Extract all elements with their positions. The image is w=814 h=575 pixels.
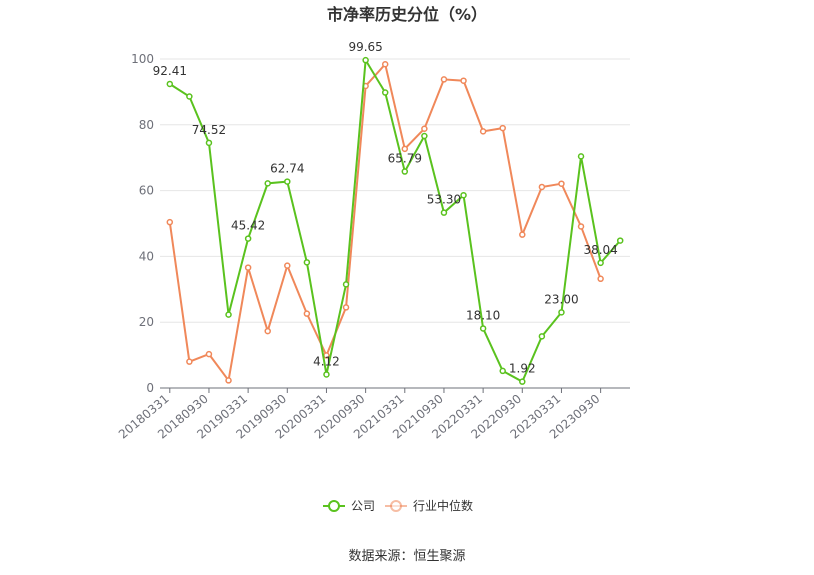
data-point[interactable] — [362, 56, 369, 64]
y-tick-label: 100 — [131, 52, 154, 66]
data-point[interactable] — [186, 93, 193, 100]
data-label: 92.41 — [153, 64, 187, 78]
data-label: 38.04 — [583, 243, 617, 257]
data-point[interactable] — [342, 304, 350, 311]
data-point[interactable] — [597, 259, 604, 267]
data-point[interactable] — [440, 76, 448, 83]
data-point[interactable] — [244, 235, 252, 242]
data-point[interactable] — [460, 191, 467, 199]
data-labels: 92.41 74.52 45.42 62.74 4.12 99.65 65.79 53.30 1… — [153, 40, 618, 376]
data-point[interactable] — [577, 153, 585, 160]
data-point[interactable] — [264, 180, 271, 187]
y-tick-label: 80 — [139, 118, 154, 132]
data-label: 62.74 — [270, 162, 304, 176]
data-point[interactable] — [342, 281, 350, 288]
source-note: 数据来源：恒生聚源 — [348, 549, 465, 564]
data-point[interactable] — [401, 168, 409, 175]
data-point[interactable] — [499, 124, 506, 132]
data-point[interactable] — [303, 259, 311, 266]
data-point[interactable] — [303, 310, 311, 317]
data-point[interactable] — [577, 223, 585, 230]
data-label: 99.65 — [348, 40, 382, 54]
legend-label: 行业中位数 — [413, 498, 473, 513]
legend-label: 公司 — [351, 499, 375, 513]
data-point[interactable] — [421, 125, 428, 132]
data-point[interactable] — [597, 275, 604, 283]
y-tick-label: 60 — [139, 184, 154, 198]
y-tick-label: 20 — [139, 315, 154, 329]
data-point[interactable] — [538, 183, 546, 191]
data-point[interactable] — [460, 77, 467, 84]
y-tick-label: 0 — [146, 381, 154, 395]
data-label: 1.92 — [509, 362, 536, 376]
chart-title: 市净率历史分位（%） — [327, 5, 487, 24]
data-point[interactable] — [616, 237, 624, 244]
data-label: 23.00 — [544, 292, 578, 306]
x-axis: 2018033120180930201903312019093020200331… — [116, 387, 630, 442]
series-layer — [166, 56, 624, 385]
data-label: 45.42 — [231, 219, 265, 233]
data-label: 74.52 — [192, 123, 226, 137]
data-point[interactable] — [205, 139, 213, 147]
data-label: 4.12 — [313, 354, 340, 368]
data-point[interactable] — [440, 209, 448, 216]
data-point[interactable] — [519, 231, 526, 238]
grid-lines — [160, 58, 630, 323]
data-point[interactable] — [186, 358, 193, 365]
data-point[interactable] — [479, 128, 487, 135]
legend[interactable]: 公司 行业中位数 — [323, 498, 473, 513]
data-point[interactable] — [519, 378, 526, 385]
data-label: 53.30 — [427, 193, 461, 207]
data-point[interactable] — [225, 311, 232, 318]
legend-item-industry-median[interactable]: 行业中位数 — [385, 498, 473, 513]
data-label: 18.10 — [466, 308, 500, 322]
data-point[interactable] — [284, 262, 291, 269]
series-company — [166, 56, 624, 385]
data-point[interactable] — [284, 178, 291, 185]
series-industry-median — [166, 61, 604, 384]
data-label: 65.79 — [388, 152, 422, 166]
data-point[interactable] — [381, 61, 389, 68]
series-line — [169, 57, 621, 384]
data-point[interactable] — [401, 145, 409, 153]
data-point[interactable] — [558, 180, 565, 187]
legend-marker-icon — [328, 500, 340, 512]
data-point[interactable] — [538, 333, 546, 340]
legend-marker-icon — [390, 500, 402, 512]
data-point[interactable] — [264, 327, 271, 335]
data-point[interactable] — [205, 350, 213, 358]
data-point[interactable] — [225, 377, 232, 384]
data-point[interactable] — [421, 132, 428, 140]
y-axis-ticks: 0 20 40 60 80 100 — [131, 52, 154, 395]
legend-item-company[interactable]: 公司 — [323, 499, 375, 513]
data-point[interactable] — [499, 367, 506, 375]
data-point[interactable] — [323, 371, 330, 378]
data-point[interactable] — [479, 325, 487, 332]
data-point[interactable] — [558, 309, 565, 316]
y-tick-label: 40 — [139, 249, 154, 263]
data-point[interactable] — [381, 89, 389, 96]
data-point[interactable] — [166, 218, 174, 226]
data-point[interactable] — [166, 80, 174, 88]
data-point[interactable] — [244, 264, 252, 271]
